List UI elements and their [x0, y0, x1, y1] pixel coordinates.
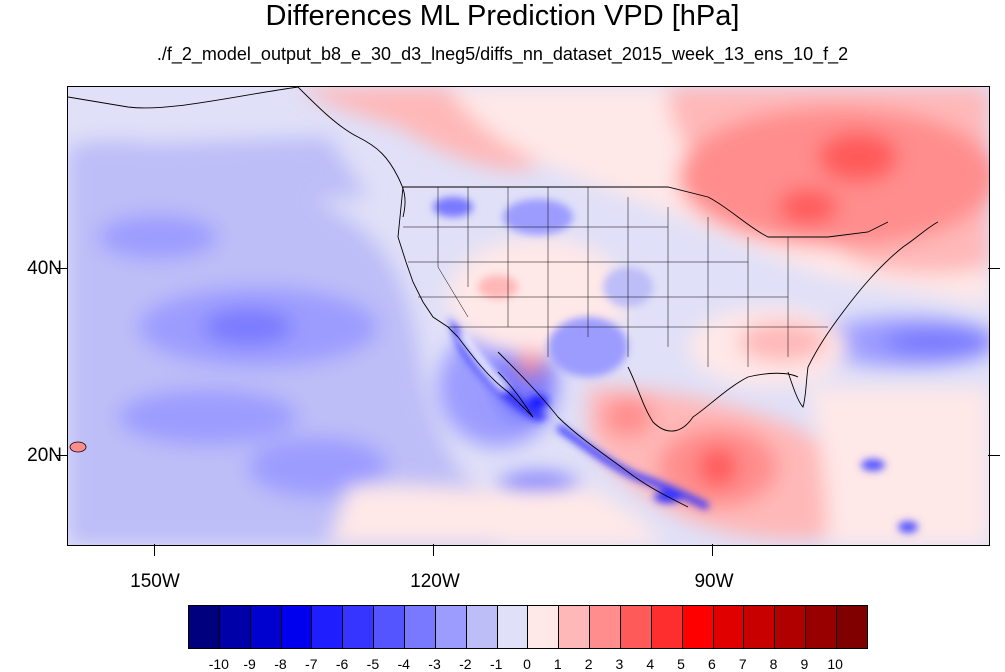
colorbar — [188, 605, 868, 649]
lat-label-40n: 40N — [27, 258, 62, 279]
colorbar-label: -8 — [274, 656, 287, 672]
colorbar-swatch — [682, 606, 714, 648]
colorbar-swatch — [651, 606, 683, 648]
colorbar-swatch — [775, 606, 807, 648]
colorbar-label: 6 — [708, 656, 716, 672]
colorbar-label: -3 — [428, 656, 441, 672]
hawaii — [69, 441, 87, 453]
lon-label-150w: 150W — [130, 571, 180, 592]
colorbar-swatch — [374, 606, 406, 648]
colorbar-label: 8 — [769, 656, 778, 672]
colorbar-swatch — [281, 606, 313, 648]
colorbar-swatch — [250, 606, 282, 648]
colorbar-label: 10 — [827, 656, 843, 672]
colorbar-label: -6 — [335, 656, 349, 672]
colorbar-label: 7 — [738, 656, 747, 672]
colorbar-swatch — [219, 606, 251, 648]
colorbar-label: 9 — [800, 656, 809, 672]
colorbar-label: -9 — [243, 656, 256, 672]
colorbar-swatch — [466, 606, 498, 648]
tick-150w-bottom — [154, 544, 155, 556]
colorbar-label: -10 — [208, 656, 229, 672]
colorbar-swatch — [559, 606, 591, 648]
state-borders — [403, 187, 828, 367]
colorbar-label: -5 — [366, 656, 380, 672]
lon-label-120w: 120W — [410, 571, 460, 592]
colorbar-label: 4 — [646, 656, 655, 672]
colorbar-swatch — [806, 606, 838, 648]
colorbar-swatch — [837, 606, 867, 648]
colorbar-label: -1 — [489, 656, 503, 672]
colorbar-label: -7 — [305, 656, 318, 672]
colorbar-swatch — [528, 606, 560, 648]
colorbar-label: -2 — [459, 656, 472, 672]
colorbar-swatch — [744, 606, 776, 648]
colorbar-swatch — [343, 606, 375, 648]
lat-label-20n: 20N — [27, 445, 62, 466]
lon-label-90w: 90W — [694, 571, 734, 592]
tick-20n-left — [55, 455, 67, 456]
figure-title: Differences ML Prediction VPD [hPa] — [265, 0, 740, 32]
map-panel — [67, 86, 990, 546]
vpd-difference-map — [68, 87, 989, 545]
tick-20n-right — [988, 455, 1000, 456]
colorbar-label: 0 — [523, 656, 531, 672]
colorbar-label: 5 — [677, 656, 685, 672]
tick-40n-right — [988, 268, 1000, 269]
colorbar-swatch — [189, 606, 220, 648]
tick-40n-left — [55, 268, 67, 269]
colorbar-swatch — [435, 606, 467, 648]
colorbar-label: -4 — [397, 656, 410, 672]
colorbar-swatch — [405, 606, 436, 648]
colorbar-label: 2 — [584, 656, 593, 672]
colorbar-swatch — [312, 606, 344, 648]
colorbar-label: 3 — [615, 656, 624, 672]
tick-90w-bottom — [712, 544, 713, 556]
colorbar-label: 1 — [553, 656, 562, 672]
colorbar-swatch — [590, 606, 622, 648]
colorbar-swatch — [713, 606, 745, 648]
colorbar-swatch — [497, 606, 529, 648]
figure-subtitle: ./f_2_model_output_b8_e_30_d3_lneg5/diff… — [156, 44, 849, 64]
tick-120w-bottom — [433, 544, 434, 556]
colorbar-swatch — [621, 606, 652, 648]
